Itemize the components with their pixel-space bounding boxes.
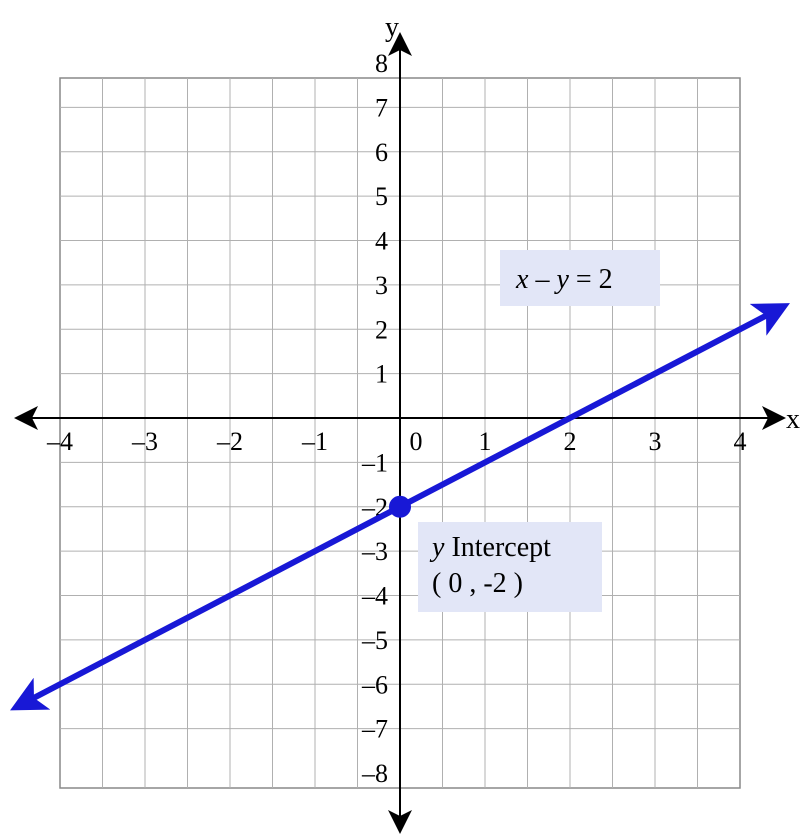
- y-tick-label: –4: [361, 582, 388, 611]
- y-tick-label: –3: [361, 537, 388, 566]
- y-tick-label: 2: [375, 315, 388, 344]
- y-intercept-point: [390, 497, 410, 517]
- y-tick-label: 5: [375, 182, 388, 211]
- y-axis-label: y: [385, 12, 399, 43]
- x-tick-label: –3: [131, 427, 158, 456]
- intercept-label-line2: ( 0 , -2 ): [432, 568, 523, 599]
- y-tick-label: –7: [361, 715, 388, 744]
- y-tick-label: 1: [375, 360, 388, 389]
- x-tick-label: 3: [649, 427, 662, 456]
- x-tick-label: –4: [46, 427, 73, 456]
- y-tick-label: 4: [375, 227, 388, 256]
- x-tick-label: 4: [734, 427, 747, 456]
- y-tick-label: –8: [361, 759, 388, 788]
- origin-label: 0: [410, 427, 423, 456]
- y-tick-label: –1: [361, 448, 388, 477]
- x-axis-label: x: [786, 404, 800, 435]
- y-tick-label: 3: [375, 271, 388, 300]
- y-tick-label: –6: [361, 670, 388, 699]
- line-chart: –4–3–2–11234–8–7–6–5–4–3–2–1123456780xyx…: [0, 0, 800, 836]
- x-tick-label: 2: [564, 427, 577, 456]
- x-tick-label: –1: [301, 427, 328, 456]
- y-tick-label: 7: [375, 93, 388, 122]
- y-tick-label: –5: [361, 626, 388, 655]
- equation-label: x – y = 2: [515, 264, 613, 295]
- chart-container: { "chart": { "type": "line", "width": 80…: [0, 0, 800, 836]
- intercept-label-line1: y Intercept: [429, 532, 551, 563]
- y-tick-label: 8: [375, 49, 388, 78]
- y-tick-label: 6: [375, 138, 388, 167]
- x-tick-label: –2: [216, 427, 243, 456]
- x-tick-label: 1: [479, 427, 492, 456]
